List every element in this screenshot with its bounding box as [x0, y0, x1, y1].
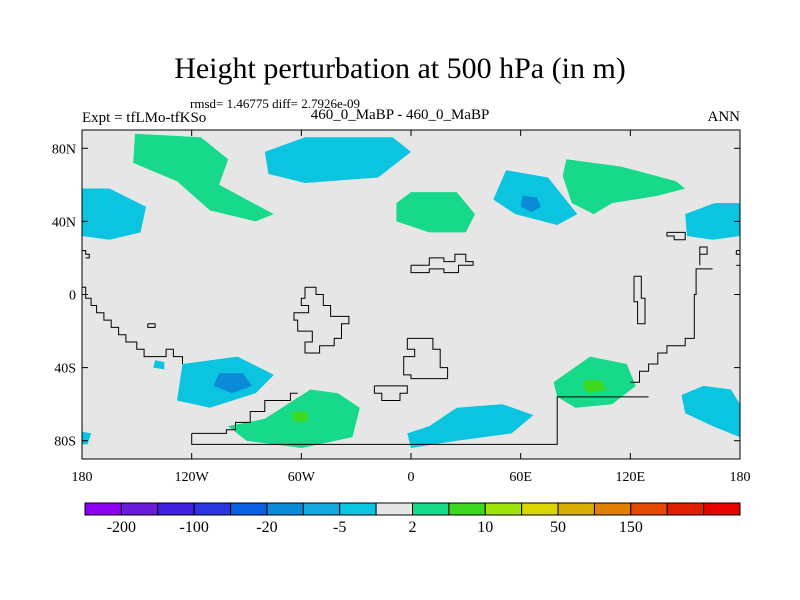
coastline-east-north: [666, 231, 686, 241]
colorbar-swatch: [302, 502, 341, 516]
coastline-east-edge: [735, 250, 740, 255]
axes: 180 120W 60W 0 60E 120E 180 80N 40N 0 40S 80S: [52, 129, 751, 485]
colorbar-swatch: [120, 502, 159, 516]
colorbar-swatch: [84, 502, 122, 516]
coastline-east-island: [633, 275, 646, 325]
negative-core-south-pacific: [213, 373, 252, 394]
colorbar-label: -5: [333, 519, 346, 536]
colorbar-swatch: [448, 502, 486, 516]
coastline-south-atlantic: [373, 385, 408, 401]
negative-anomaly-north-dateline: [685, 203, 740, 240]
positive-anomaly-north-atlantic: [133, 133, 274, 222]
negative-core-north-east: [520, 195, 541, 213]
experiment-label: Expt = tfLMo-tfKSo: [82, 110, 207, 126]
x-tick-label: 0: [408, 470, 415, 485]
coastline-west: [82, 286, 183, 364]
x-tick-label: 180: [72, 470, 93, 485]
colorbar-swatch: [630, 502, 668, 516]
colorbar-label: -200: [107, 519, 136, 536]
colorbar: -200 -100 -20 -5 2 10 50 150: [84, 502, 741, 536]
coastline-central-south: [403, 337, 449, 380]
colorbar-swatch: [375, 502, 414, 516]
colorbar-label: -20: [256, 519, 277, 536]
coastline-central-continent: [293, 286, 350, 354]
case-pair-label: 460_0_MaBP - 460_0_MaBP: [310, 107, 490, 123]
colorbar-label: 2: [409, 519, 417, 536]
positive-anomaly-north-central: [396, 192, 475, 233]
chart-title: Height perturbation at 500 hPa (in m): [174, 52, 626, 85]
coastline-continent-south: [191, 392, 298, 434]
plot-area: [82, 130, 740, 459]
colorbar-swatch: [593, 502, 632, 516]
colorbar-swatch: [266, 502, 304, 516]
x-tick-label: 120W: [175, 470, 210, 485]
colorbar-swatch: [521, 502, 559, 516]
colorbar-label: 10: [477, 519, 493, 536]
x-tick-label: 180: [730, 470, 751, 485]
colorbar-swatch: [412, 502, 450, 516]
colorbar-swatch: [703, 502, 741, 516]
season-label: ANN: [707, 109, 741, 125]
negative-anomaly-south-dateline: [681, 385, 740, 438]
colorbar-label: 50: [550, 519, 566, 536]
y-tick-label: 40N: [52, 215, 76, 230]
colorbar-swatch: [193, 502, 232, 516]
colorbar-swatch: [230, 502, 268, 516]
colorbar-swatch: [157, 502, 195, 516]
negative-anomaly-north-pacific: [82, 188, 146, 240]
coastline-central-north: [410, 253, 474, 274]
colorbar-swatch: [666, 502, 705, 516]
coastline-east-north: [699, 246, 708, 266]
coastline-continent-south: [191, 396, 649, 445]
y-tick-label: 80S: [54, 435, 76, 450]
coastline-east: [630, 268, 713, 383]
coastline-west: [82, 250, 90, 259]
positive-core-south-atlantic: [292, 411, 309, 423]
negative-blob-south-pacific: [153, 360, 165, 370]
negative-anomaly-arctic: [264, 137, 411, 183]
x-tick-label: 120E: [616, 470, 646, 485]
coastline-islet: [147, 323, 156, 328]
x-tick-label: 60W: [288, 470, 316, 485]
colorbar-label: 150: [619, 519, 643, 536]
y-tick-label: 40S: [54, 362, 76, 377]
positive-core-south-indian: [582, 380, 607, 394]
colorbar-label: -100: [180, 519, 209, 536]
y-tick-label: 80N: [52, 142, 76, 157]
x-tick-label: 60E: [509, 470, 532, 485]
colorbar-swatch: [484, 502, 523, 516]
negative-anomaly-south-central: [407, 404, 534, 448]
colorbar-swatch: [557, 502, 595, 516]
stats-text: rmsd= 1.46775 diff= 2.7926e-09: [190, 96, 361, 111]
colorbar-swatch: [339, 502, 377, 516]
positive-anomaly-north-far-east: [562, 159, 686, 215]
y-tick-label: 0: [69, 289, 76, 304]
